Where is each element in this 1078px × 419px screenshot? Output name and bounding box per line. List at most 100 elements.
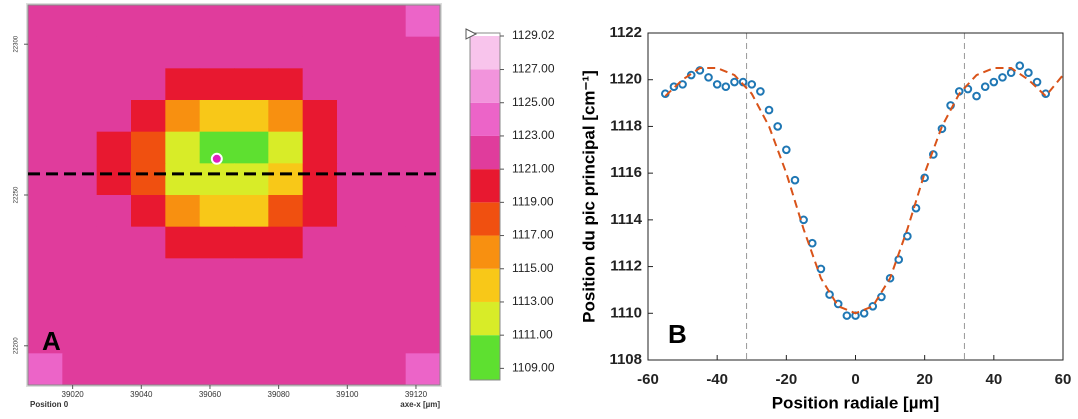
colorbar-band [470, 235, 500, 269]
colorbar-band [470, 202, 500, 236]
heatmap-cell [165, 290, 201, 323]
heatmap-cell [199, 163, 235, 196]
colorbar-border [469, 32, 501, 381]
heatmap-cell [268, 195, 304, 228]
colorbar-band [470, 301, 500, 336]
heatmap-cell [234, 226, 269, 259]
heatmap-cell [131, 226, 166, 259]
data-point [937, 124, 947, 134]
data-point [920, 173, 929, 183]
heatmap-cell [131, 100, 166, 133]
heatmap-cell [268, 258, 304, 291]
heatmap-cell [371, 68, 407, 101]
heatmap-cell [62, 321, 98, 354]
heatmap-cell [337, 353, 372, 386]
heatmap-cell [302, 195, 338, 228]
data-point [842, 311, 852, 320]
x-tick-label: 39100 [336, 390, 359, 399]
heatmap-cell [165, 100, 201, 133]
data-point [980, 82, 990, 92]
colorbar-band [470, 268, 500, 302]
heatmap-cell [268, 290, 304, 323]
colorbar-band [470, 335, 500, 380]
heatmap-cell [62, 226, 98, 259]
data-point [877, 292, 886, 302]
x-tick-label: 40 [985, 371, 1002, 388]
y-tick-label: 1112 [610, 258, 642, 275]
heatmap-cell [96, 321, 132, 354]
heatmap-cell [165, 68, 201, 101]
heatmap-cell [96, 5, 132, 38]
colorbar-tick-label: 1129.02 [512, 28, 555, 42]
heatmap-cell [405, 100, 441, 133]
heatmap-cell [405, 258, 441, 291]
heatmap-cell [371, 163, 407, 196]
panel-label: B [668, 319, 687, 349]
heatmap-cell [268, 163, 304, 196]
data-point [929, 150, 938, 159]
heatmap-cell [405, 131, 441, 164]
heatmap-cell [268, 5, 304, 38]
heatmap-cell [62, 68, 98, 101]
colorbar-tick-label: 1123.00 [512, 128, 555, 142]
heatmap-cell [268, 226, 304, 259]
heatmap-cell [405, 163, 441, 196]
heatmap-cell [131, 195, 166, 228]
heatmap-cell [371, 195, 407, 228]
x-axis-label: axe-x [µm] [400, 400, 440, 409]
heatmap-cell [405, 5, 441, 38]
heatmap-cell [337, 131, 372, 164]
data-point [833, 299, 843, 309]
marker-point [210, 152, 223, 165]
x-tick-label: 39060 [199, 390, 222, 399]
colorbar-tick-label: 1127.00 [512, 62, 555, 76]
heatmap-cell [62, 5, 98, 38]
heatmap-cell [337, 5, 372, 38]
heatmap-cell [234, 131, 269, 164]
heatmap-cell [28, 36, 63, 69]
data-point [1032, 77, 1042, 87]
heatmap-cell [234, 36, 269, 69]
data-point [790, 175, 800, 185]
data-point [712, 80, 722, 89]
data-point [894, 255, 904, 264]
heatmap-cell [62, 163, 98, 196]
heatmap-cell [62, 100, 98, 133]
data-point [868, 301, 878, 311]
colorbar-tick-label: 1121.00 [512, 161, 555, 175]
data-point [747, 80, 757, 89]
heatmap-cell [234, 258, 269, 291]
heatmap-cell [234, 5, 269, 38]
heatmap-cell [28, 131, 63, 164]
corner-label: Position 0 [30, 400, 69, 409]
heatmap-cell [96, 226, 132, 259]
heatmap-cell [96, 163, 132, 196]
data-point [730, 77, 739, 87]
x-tick-label: 39080 [268, 390, 291, 399]
heatmap-cell [371, 131, 407, 164]
heatmap-cell [371, 5, 407, 38]
heatmap-cell [337, 321, 372, 354]
heatmap-cell [268, 68, 304, 101]
plot-border [647, 32, 1064, 361]
heatmap-cell [371, 258, 407, 291]
heatmap-cell [199, 100, 235, 133]
y-tick-label: 1118 [610, 117, 642, 134]
colorbar-tick-label: 1111.00 [512, 327, 553, 341]
x-tick-label: 39120 [405, 390, 428, 399]
data-point [756, 87, 765, 96]
heatmap-cell [96, 68, 132, 101]
heatmap-cell [165, 195, 201, 228]
data-point [1006, 68, 1016, 78]
heatmap-cell [302, 100, 338, 133]
fit-line [664, 67, 1064, 315]
colorbar-tick-label: 1119.00 [512, 195, 554, 209]
x-tick-label: 20 [916, 371, 933, 388]
heatmap-cell [405, 36, 441, 69]
colorbar-band [470, 69, 500, 103]
heatmap-cell [96, 100, 132, 133]
x-tick-label: 0 [851, 371, 859, 388]
heatmap-cell [234, 195, 269, 228]
heatmap-cell [131, 258, 166, 291]
